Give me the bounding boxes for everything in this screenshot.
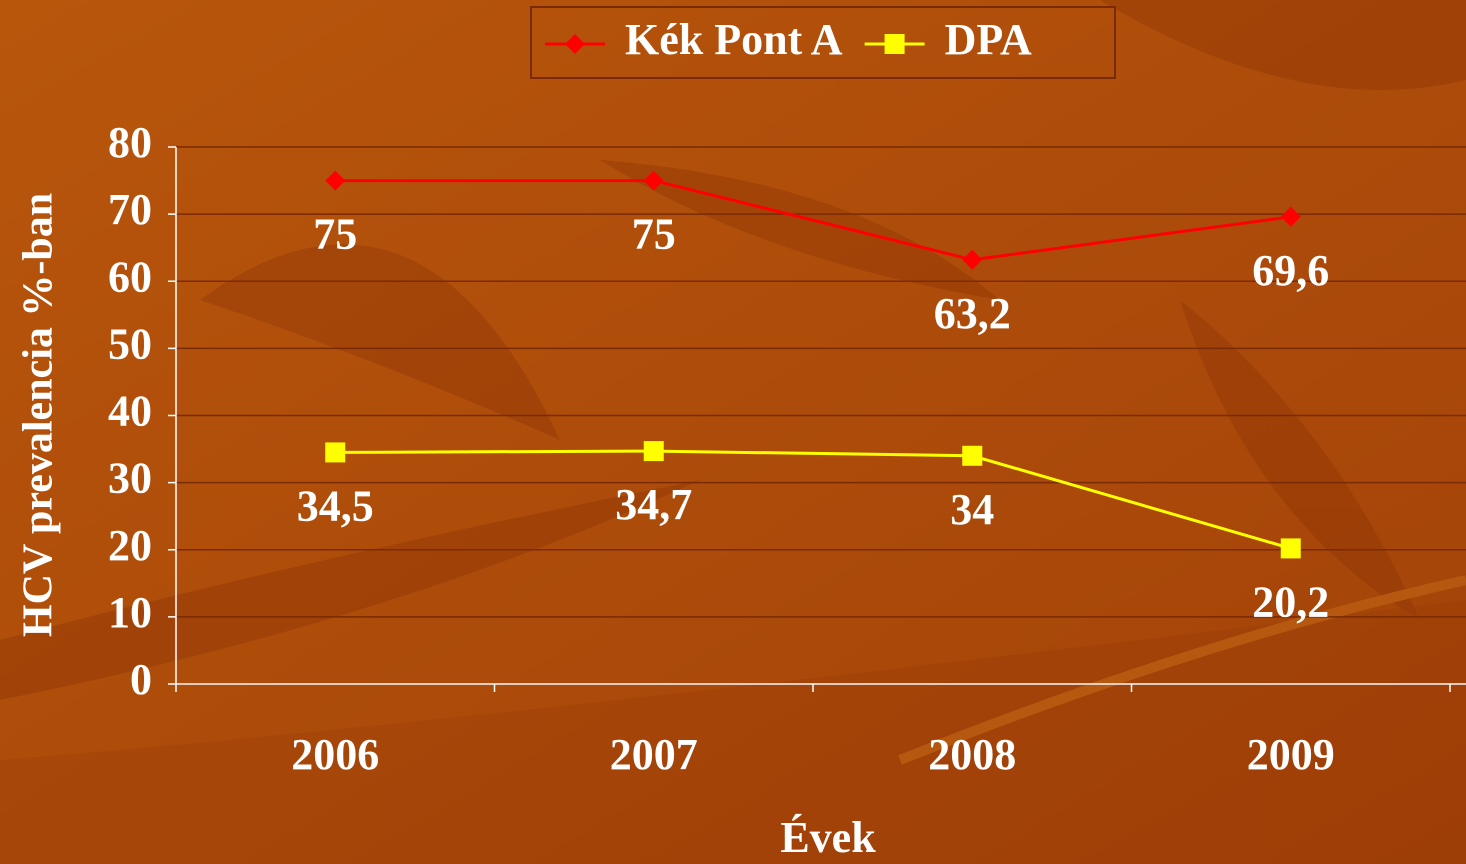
page: {"chart_data": {"type": "line", "categor… bbox=[0, 0, 1466, 864]
y-tick-label: 20 bbox=[108, 521, 152, 570]
legend-label: Kék Pont A bbox=[625, 15, 843, 64]
y-tick-label: 60 bbox=[108, 252, 152, 301]
data-point bbox=[1281, 538, 1301, 558]
y-tick-label: 70 bbox=[108, 185, 152, 234]
y-axis-title: HCV prevalencia %-ban bbox=[16, 193, 62, 637]
data-point bbox=[962, 446, 982, 466]
x-tick-label: 2007 bbox=[610, 730, 698, 779]
x-tick-label: 2006 bbox=[291, 730, 379, 779]
data-label: 34 bbox=[950, 485, 994, 534]
y-tick-label: 80 bbox=[108, 118, 152, 167]
y-tick-label: 0 bbox=[130, 655, 152, 704]
y-tick-label: 30 bbox=[108, 454, 152, 503]
data-point bbox=[644, 441, 664, 461]
data-point bbox=[325, 442, 345, 462]
y-tick-label: 40 bbox=[108, 387, 152, 436]
y-tick-label: 50 bbox=[108, 319, 152, 368]
data-label: 34,7 bbox=[615, 480, 692, 529]
x-tick-label: 2009 bbox=[1247, 730, 1335, 779]
data-label: 75 bbox=[632, 210, 676, 259]
data-label: 69,6 bbox=[1252, 246, 1329, 295]
data-label: 20,2 bbox=[1252, 578, 1329, 627]
y-tick-label: 10 bbox=[108, 588, 152, 637]
legend-marker bbox=[885, 34, 905, 54]
data-label: 63,2 bbox=[934, 289, 1011, 338]
x-axis-title: Évek bbox=[780, 813, 876, 862]
data-label: 75 bbox=[313, 210, 357, 259]
legend-label: DPA bbox=[945, 15, 1032, 64]
x-tick-label: 2008 bbox=[928, 730, 1016, 779]
chart: Kék Pont A DPA HCV prevalencia %-ban Évek… bbox=[0, 0, 1466, 864]
data-label: 34,5 bbox=[297, 482, 374, 531]
